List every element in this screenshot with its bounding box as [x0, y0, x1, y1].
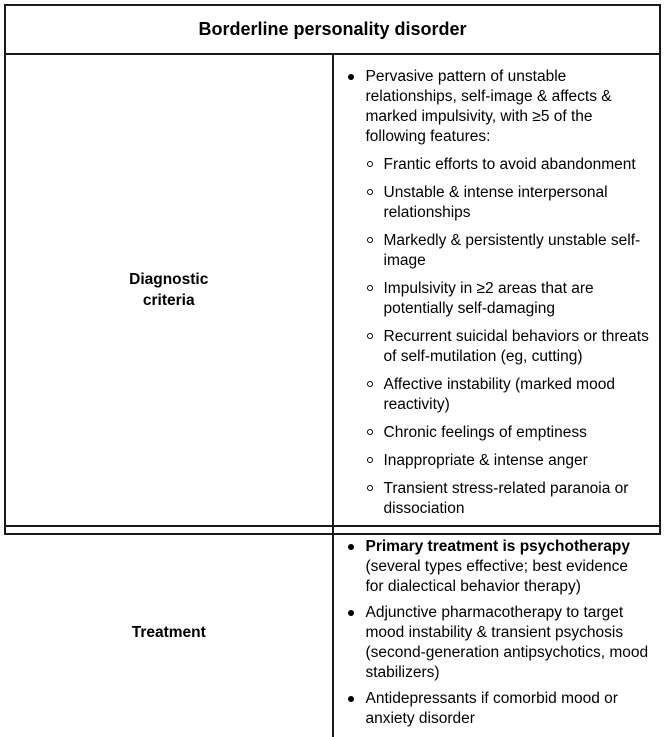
diagnostic-intro-text: Pervasive pattern of unstable relationsh…	[365, 68, 612, 145]
hollow-circle-bullet-icon	[366, 333, 373, 339]
feature-text: Transient stress-related paranoia or dis…	[383, 480, 629, 517]
feature-list: Frantic efforts to avoid abandonment Uns…	[366, 155, 650, 519]
diagnostic-criteria-label-line2: criteria	[142, 292, 195, 309]
feature-item: Inappropriate & intense anger	[366, 451, 650, 471]
diagnostic-criteria-content: Pervasive pattern of unstable relationsh…	[332, 54, 659, 527]
hollow-circle-bullet-icon	[366, 457, 373, 463]
diagnostic-criteria-row: Diagnostic criteria Pervasive pattern of…	[6, 54, 659, 527]
treatment-item: Primary treatment is psychotherapy (seve…	[347, 537, 650, 597]
hollow-circle-bullet-icon	[366, 237, 373, 243]
filled-circle-bullet-icon	[347, 610, 354, 616]
diagnostic-criteria-list: Pervasive pattern of unstable relationsh…	[347, 67, 650, 519]
filled-circle-bullet-icon	[347, 696, 354, 702]
feature-item: Impulsivity in ≥2 areas that are potenti…	[366, 279, 650, 319]
feature-text: Unstable & intense interpersonal relatio…	[383, 184, 608, 221]
treatment-label: Treatment	[6, 526, 334, 737]
feature-item: Chronic feelings of emptiness	[366, 423, 650, 443]
hollow-circle-bullet-icon	[366, 429, 373, 435]
feature-item: Affective instability (marked mood react…	[366, 375, 650, 415]
treatment-item: Adjunctive pharmacotherapy to target moo…	[347, 603, 650, 683]
feature-text: Markedly & persistently unstable self-im…	[383, 232, 641, 269]
treatment-item-text: (several types effective; best evidence …	[365, 558, 629, 595]
hollow-circle-bullet-icon	[366, 285, 373, 291]
hollow-circle-bullet-icon	[366, 161, 373, 167]
feature-item: Markedly & persistently unstable self-im…	[366, 231, 650, 271]
bpd-table: Borderline personality disorder Diagnost…	[4, 4, 661, 737]
feature-item: Frantic efforts to avoid abandonment	[366, 155, 650, 175]
treatment-item-text: Adjunctive pharmacotherapy to target moo…	[365, 604, 649, 681]
diagnostic-criteria-label: Diagnostic criteria	[6, 54, 334, 527]
title-row: Borderline personality disorder	[6, 6, 659, 55]
treatment-item-text: Antidepressants if comorbid mood or anxi…	[365, 690, 618, 727]
hollow-circle-bullet-icon	[366, 189, 373, 195]
treatment-list: Primary treatment is psychotherapy (seve…	[347, 537, 650, 729]
hollow-circle-bullet-icon	[366, 485, 373, 491]
filled-circle-bullet-icon	[347, 74, 354, 80]
treatment-item: Antidepressants if comorbid mood or anxi…	[347, 689, 650, 729]
feature-text: Recurrent suicidal behaviors or threats …	[383, 328, 649, 365]
filled-circle-bullet-icon	[347, 544, 354, 550]
feature-item: Recurrent suicidal behaviors or threats …	[366, 327, 650, 367]
feature-text: Inappropriate & intense anger	[383, 452, 588, 469]
feature-text: Affective instability (marked mood react…	[383, 376, 615, 413]
diagnostic-intro-item: Pervasive pattern of unstable relationsh…	[347, 67, 650, 519]
table-title: Borderline personality disorder	[6, 6, 659, 55]
treatment-content: Primary treatment is psychotherapy (seve…	[333, 526, 660, 737]
feature-item: Transient stress-related paranoia or dis…	[366, 479, 650, 519]
feature-item: Unstable & intense interpersonal relatio…	[366, 183, 650, 223]
feature-text: Frantic efforts to avoid abandonment	[383, 156, 636, 173]
diagnostic-criteria-label-line1: Diagnostic	[129, 271, 209, 288]
feature-text: Chronic feelings of emptiness	[383, 424, 587, 441]
treatment-row: Treatment Primary treatment is psychothe…	[6, 526, 659, 737]
bpd-table-grid: Borderline personality disorder Diagnost…	[6, 6, 659, 737]
hollow-circle-bullet-icon	[366, 381, 373, 387]
feature-text: Impulsivity in ≥2 areas that are potenti…	[383, 280, 594, 317]
